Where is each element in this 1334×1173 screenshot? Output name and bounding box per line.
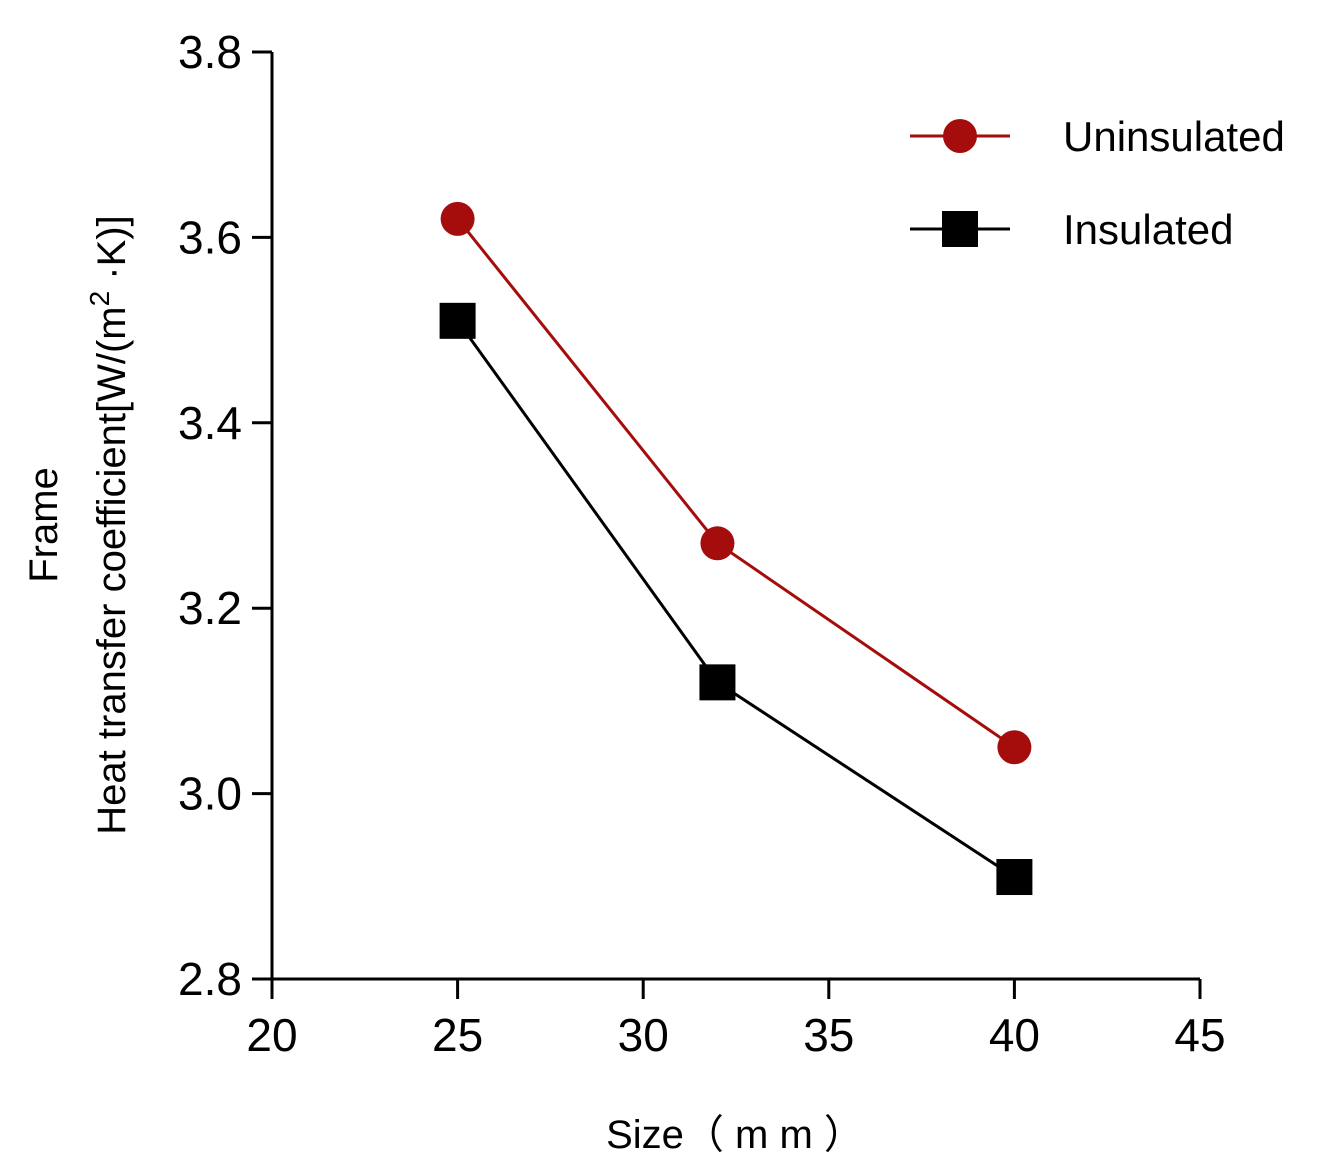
series-line-uninsulated bbox=[456, 217, 1016, 749]
y-axis-title-line-2: Heat transfer coefficient[W/(m2 ·K)] bbox=[84, 215, 134, 834]
x-axis-title: Size（ m m ） bbox=[606, 1113, 864, 1157]
y-axis-title-main: Heat transfer coefficient[W/(m bbox=[90, 306, 134, 834]
x-tick-label: 45 bbox=[1174, 1009, 1225, 1061]
legend-item-uninsulated: Uninsulated bbox=[910, 113, 1285, 160]
data-point-insulated bbox=[996, 859, 1033, 896]
legend-item-insulated: Insulated bbox=[910, 206, 1233, 253]
axes: 2.8 3.0 3.2 3.4 3.6 3.8 20 25 30 35 40 45 bbox=[178, 26, 1226, 1061]
y-tick-label: 2.8 bbox=[178, 953, 242, 1005]
y-tick-label: 3.4 bbox=[178, 397, 242, 449]
series-layer bbox=[439, 201, 1033, 896]
x-tick-label: 40 bbox=[989, 1009, 1040, 1061]
legend: Uninsulated Insulated bbox=[910, 113, 1285, 253]
x-tick-label: 35 bbox=[803, 1009, 854, 1061]
series-line-insulated bbox=[456, 319, 1016, 879]
series-uninsulated bbox=[440, 201, 1032, 765]
data-point-uninsulated bbox=[997, 730, 1032, 765]
y-tick-label: 3.6 bbox=[178, 211, 242, 263]
y-axis-title-line-1: Frame bbox=[22, 467, 66, 583]
legend-marker-uninsulated bbox=[943, 119, 977, 153]
legend-label-insulated: Insulated bbox=[1063, 206, 1233, 253]
x-tick-label: 20 bbox=[246, 1009, 297, 1061]
data-point-insulated bbox=[699, 664, 736, 701]
y-tick-label: 3.8 bbox=[178, 26, 242, 78]
data-point-uninsulated bbox=[440, 201, 475, 236]
y-axis-title-tail: ·K)] bbox=[90, 215, 134, 291]
legend-label-uninsulated: Uninsulated bbox=[1063, 113, 1285, 160]
series-insulated bbox=[439, 302, 1033, 896]
x-tick-label: 30 bbox=[618, 1009, 669, 1061]
data-point-uninsulated bbox=[700, 526, 735, 561]
y-tick-label: 3.0 bbox=[178, 768, 242, 820]
data-point-insulated bbox=[439, 302, 476, 339]
legend-marker-insulated bbox=[942, 211, 978, 247]
y-axis-title-superscript: 2 bbox=[84, 291, 115, 307]
x-tick-label: 25 bbox=[432, 1009, 483, 1061]
y-tick-label: 3.2 bbox=[178, 582, 242, 634]
